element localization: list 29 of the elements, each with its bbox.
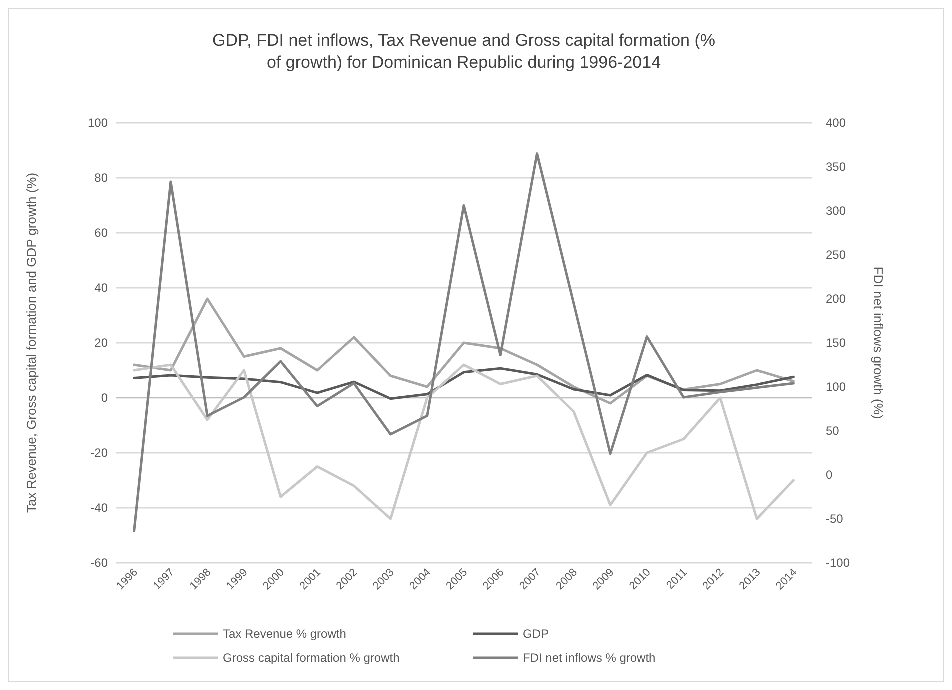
y-axis-title: Tax Revenue, Gross capital formation and GDP growth (%) bbox=[24, 172, 39, 514]
legend-label: Gross capital formation % growth bbox=[223, 651, 400, 666]
y2-tick-label: 100 bbox=[826, 380, 846, 394]
y-tick-label: 0 bbox=[101, 391, 108, 406]
y-tick-label: 60 bbox=[94, 226, 108, 240]
chart-title: GDP, FDI net inflows, Tax Revenue and Gross capital formation (% of growth) for Dominican Republic during 1996-2014 bbox=[212, 31, 716, 72]
y2-tick-label: -100 bbox=[826, 556, 850, 570]
y2-tick-label: 350 bbox=[826, 160, 846, 174]
line-series bbox=[133, 152, 795, 533]
y2-tick-label: 250 bbox=[826, 248, 846, 262]
y-tick-label: 20 bbox=[94, 336, 108, 350]
line-series bbox=[133, 367, 795, 400]
y2-tick-label: 0 bbox=[826, 468, 833, 482]
y-tick-label: 80 bbox=[94, 171, 108, 186]
legend-label: GDP bbox=[523, 627, 550, 642]
y2-tick-label: 50 bbox=[826, 424, 840, 438]
y2-tick-label: 400 bbox=[826, 116, 846, 130]
y-tick-label: -40 bbox=[90, 501, 108, 516]
y-tick-label: -20 bbox=[90, 446, 108, 460]
legend-label: Tax Revenue % growth bbox=[223, 627, 346, 642]
y2-tick-label: 150 bbox=[826, 336, 846, 350]
y-tick-label: 100 bbox=[88, 116, 108, 130]
y2-tick-label: -50 bbox=[826, 512, 844, 526]
y-tick-label: -60 bbox=[90, 556, 108, 570]
y2-tick-label: 300 bbox=[826, 204, 846, 218]
y2-axis-title: FDI net inflows growth (%) bbox=[871, 266, 886, 420]
y-tick-label: 40 bbox=[94, 281, 108, 296]
y2-tick-label: 200 bbox=[826, 292, 846, 306]
legend-label: FDI net inflows % growth bbox=[523, 651, 656, 666]
